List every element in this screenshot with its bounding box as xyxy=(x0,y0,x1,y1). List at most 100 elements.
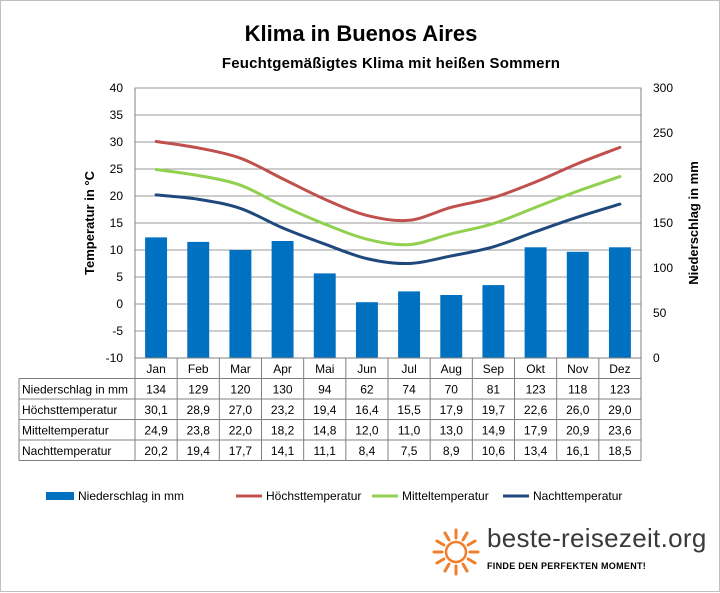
table-cell: 30,1 xyxy=(144,403,168,417)
legend-label: Höchsttemperatur xyxy=(266,489,361,503)
table-cell: 120 xyxy=(230,383,250,397)
table-cell: 12,0 xyxy=(355,424,379,438)
y-right-tick-label: 50 xyxy=(653,306,667,320)
table-cell: 19,4 xyxy=(313,403,337,417)
category-label: Aug xyxy=(441,362,462,376)
temperature-line xyxy=(154,193,622,266)
table-cell: 11,1 xyxy=(314,444,337,458)
table-cell: 17,9 xyxy=(440,403,464,417)
table-cell: 29,0 xyxy=(608,403,632,417)
y-right-tick-label: 300 xyxy=(653,81,673,95)
table-cell: 18,5 xyxy=(608,444,632,458)
legend-label: Mitteltemperatur xyxy=(402,489,489,503)
table-cell: 22,0 xyxy=(229,424,253,438)
table-cell: 23,6 xyxy=(608,424,632,438)
category-label: Feb xyxy=(188,362,209,376)
table-row-label: Höchsttemperatur xyxy=(22,403,117,417)
table-cell: 22,6 xyxy=(524,403,548,417)
sun-icon xyxy=(432,528,480,576)
table-cell: 123 xyxy=(610,383,630,397)
chart-subtitle: Feuchtgemäßigtes Klima mit heißen Sommer… xyxy=(221,55,561,72)
category-label: Jan xyxy=(146,362,165,376)
table-cell: 14,8 xyxy=(313,424,337,438)
chart-title: Klima in Buenos Aires xyxy=(244,21,478,46)
precipitation-bar xyxy=(271,241,294,358)
y-left-axis-title: Temperatur in °C xyxy=(82,170,97,275)
table-row-label: Niederschlag in mm xyxy=(22,383,128,397)
table-cell: 18,2 xyxy=(271,424,295,438)
table-cell: 28,9 xyxy=(187,403,211,417)
table-cell: 74 xyxy=(402,383,416,397)
table-row-label: Mitteltemperatur xyxy=(22,424,109,438)
table-cell: 8,4 xyxy=(359,444,376,458)
category-label: Apr xyxy=(273,362,292,376)
precipitation-bar xyxy=(187,241,210,358)
table-cell: 20,2 xyxy=(144,444,168,458)
table-cell: 10,6 xyxy=(482,444,506,458)
y-left-tick-label: 0 xyxy=(116,297,123,311)
table-cell: 17,7 xyxy=(229,444,253,458)
table-cell: 130 xyxy=(273,383,293,397)
category-label: Dez xyxy=(609,362,630,376)
table-cell: 94 xyxy=(318,383,332,397)
y-right-axis-title: Niederschlag in mm xyxy=(686,161,701,285)
y-right-tick-label: 0 xyxy=(653,351,660,365)
y-left-tick-label: 35 xyxy=(110,108,124,122)
table-cell: 129 xyxy=(188,383,208,397)
legend-label: Niederschlag in mm xyxy=(78,489,184,503)
table-cell: 19,4 xyxy=(187,444,211,458)
table-row-label: Nachttemperatur xyxy=(22,444,111,458)
table-cell: 16,4 xyxy=(355,403,379,417)
temperature-line xyxy=(154,168,622,247)
y-right-tick-label: 250 xyxy=(653,126,673,140)
table-cell: 26,0 xyxy=(566,403,590,417)
precipitation-bar xyxy=(355,302,378,358)
precipitation-bar xyxy=(566,251,589,358)
legend-label: Nachttemperatur xyxy=(533,489,622,503)
category-label: Mai xyxy=(315,362,334,376)
temperature-line xyxy=(154,139,622,223)
y-left-tick-label: -10 xyxy=(106,351,124,365)
precipitation-bar xyxy=(608,247,631,358)
table-cell: 16,1 xyxy=(566,444,590,458)
table-cell: 15,5 xyxy=(397,403,421,417)
y-right-tick-label: 100 xyxy=(653,261,673,275)
y-right-tick-label: 150 xyxy=(653,216,673,230)
table-cell: 19,7 xyxy=(482,403,506,417)
category-label: Mar xyxy=(230,362,251,376)
table-cell: 81 xyxy=(487,383,501,397)
y-left-tick-label: 25 xyxy=(110,162,124,176)
y-left-tick-label: -5 xyxy=(112,324,123,338)
table-cell: 14,1 xyxy=(271,444,295,458)
y-left-tick-label: 20 xyxy=(110,189,124,203)
precipitation-bar xyxy=(440,295,463,358)
table-cell: 23,2 xyxy=(271,403,295,417)
y-left-tick-label: 30 xyxy=(110,135,124,149)
category-label: Okt xyxy=(526,362,545,376)
table-cell: 24,9 xyxy=(144,424,168,438)
table-cell: 70 xyxy=(445,383,459,397)
category-label: Jun xyxy=(357,362,376,376)
table-cell: 134 xyxy=(146,383,166,397)
category-label: Jul xyxy=(401,362,416,376)
table-cell: 62 xyxy=(360,383,374,397)
precipitation-bar xyxy=(482,285,505,358)
y-left-tick-label: 40 xyxy=(110,81,124,95)
table-cell: 23,8 xyxy=(187,424,211,438)
legend-swatch xyxy=(46,492,74,500)
precipitation-bar xyxy=(229,250,252,358)
table-cell: 118 xyxy=(568,383,587,397)
y-right-tick-label: 200 xyxy=(653,171,673,185)
table-cell: 13,4 xyxy=(524,444,548,458)
category-label: Nov xyxy=(567,362,588,376)
table-cell: 11,0 xyxy=(398,424,421,438)
precipitation-bar xyxy=(398,291,421,358)
table-cell: 123 xyxy=(526,383,546,397)
table-cell: 20,9 xyxy=(566,424,590,438)
table-cell: 8,9 xyxy=(443,444,460,458)
category-label: Sep xyxy=(483,362,505,376)
precipitation-bar xyxy=(313,273,336,358)
table-cell: 14,9 xyxy=(482,424,506,438)
